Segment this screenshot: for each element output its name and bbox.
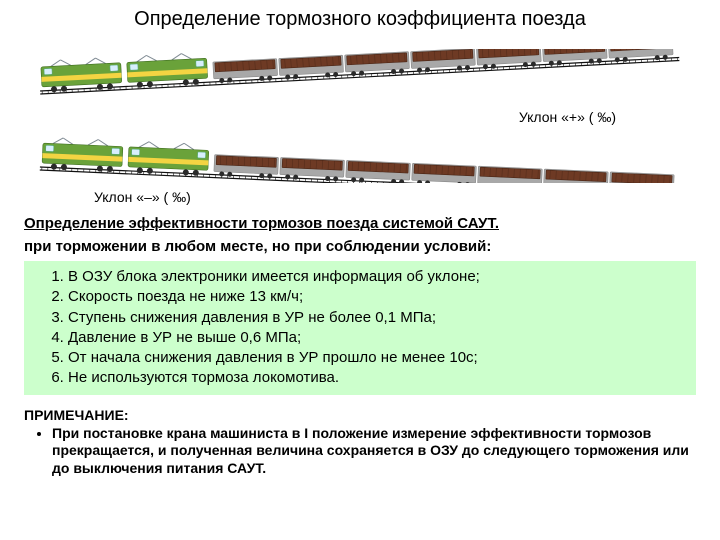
condition-item: Не используются тормоза локомотива. bbox=[68, 368, 690, 388]
condition-item: Скорость поезда не ниже 13 км/ч; bbox=[68, 287, 690, 307]
condition-item: В ОЗУ блока электроники имеется информац… bbox=[68, 267, 690, 287]
note-heading: ПРИМЕЧАНИЕ: bbox=[24, 407, 696, 423]
train-diagram-downhill bbox=[30, 125, 690, 183]
condition-item: Давление в УР не выше 0,6 МПа; bbox=[68, 328, 690, 348]
slope-label-plus: Уклон «+» ( ‰) bbox=[24, 109, 696, 125]
condition-item: От начала снижения давления в УР прошло … bbox=[68, 348, 690, 368]
notes-list: При постановке крана машиниста в I полож… bbox=[24, 425, 696, 478]
slope-label-minus: Уклон «–» ( ‰) bbox=[24, 189, 696, 205]
condition-item: Ступень снижения давления в УР не более … bbox=[68, 308, 690, 328]
train-diagram-uphill bbox=[30, 49, 690, 107]
note-item: При постановке крана машиниста в I полож… bbox=[52, 425, 696, 478]
conditions-list: В ОЗУ блока электроники имеется информац… bbox=[30, 267, 690, 389]
conditions-box: В ОЗУ блока электроники имеется информац… bbox=[24, 261, 696, 395]
slide: Определение тормозного коэффициента поез… bbox=[0, 0, 720, 540]
subheading: Определение эффективности тормозов поезд… bbox=[24, 215, 696, 232]
page-title: Определение тормозного коэффициента поез… bbox=[24, 8, 696, 31]
condition-intro: при торможении в любом месте, но при соб… bbox=[24, 238, 696, 255]
